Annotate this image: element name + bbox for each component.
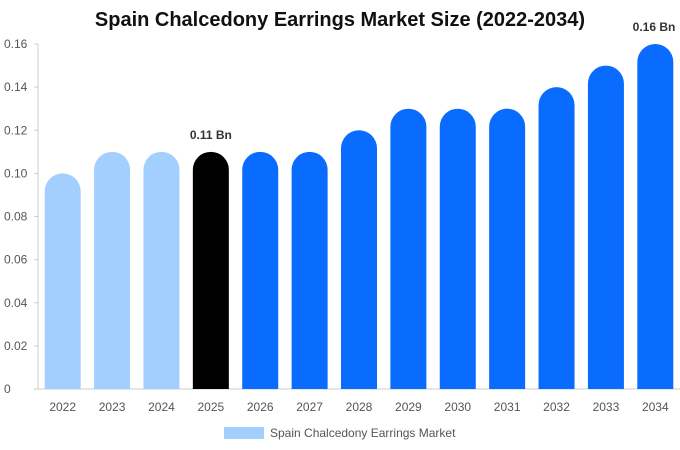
bar <box>439 108 476 389</box>
y-tick-label: 0 <box>4 382 11 396</box>
x-tick-label: 2031 <box>494 400 521 414</box>
y-tick-label: 0.10 <box>4 166 28 180</box>
bar <box>587 65 624 389</box>
x-tick-label: 2025 <box>197 400 224 414</box>
x-tick-label: 2024 <box>148 400 175 414</box>
bar <box>44 173 81 389</box>
x-tick-label: 2033 <box>593 400 620 414</box>
legend-label: Spain Chalcedony Earrings Market <box>270 426 456 440</box>
y-tick-label: 0.06 <box>4 253 28 267</box>
bar <box>390 108 427 389</box>
data-label: 0.16 Bn <box>633 20 676 34</box>
legend-swatch <box>224 427 264 439</box>
x-tick-label: 2030 <box>444 400 471 414</box>
y-tick-label: 0.08 <box>4 210 28 224</box>
x-tick-label: 2027 <box>296 400 323 414</box>
x-tick-label: 2023 <box>99 400 126 414</box>
x-tick-label: 2028 <box>346 400 373 414</box>
bar <box>94 151 131 389</box>
x-tick-label: 2034 <box>642 400 669 414</box>
bar <box>637 44 674 389</box>
bar <box>489 108 526 389</box>
chart-title: Spain Chalcedony Earrings Market Size (2… <box>94 9 586 31</box>
bar <box>143 151 180 389</box>
x-tick-label: 2029 <box>395 400 422 414</box>
bar <box>538 87 575 389</box>
y-tick-label: 0.02 <box>4 339 28 353</box>
x-tick-label: 2022 <box>49 400 76 414</box>
y-tick-label: 0.12 <box>4 123 28 137</box>
bar <box>242 151 279 389</box>
bar <box>291 151 328 389</box>
y-tick-label: 0.14 <box>4 80 28 94</box>
legend: Spain Chalcedony Earrings Market <box>224 426 455 440</box>
x-tick-label: 2032 <box>543 400 570 414</box>
bar <box>341 130 377 390</box>
bar <box>192 151 229 389</box>
data-label: 0.11 Bn <box>190 128 232 142</box>
y-tick-label: 0.04 <box>4 296 28 310</box>
x-tick-label: 2026 <box>247 400 274 414</box>
y-tick-label: 0.16 <box>4 37 28 51</box>
